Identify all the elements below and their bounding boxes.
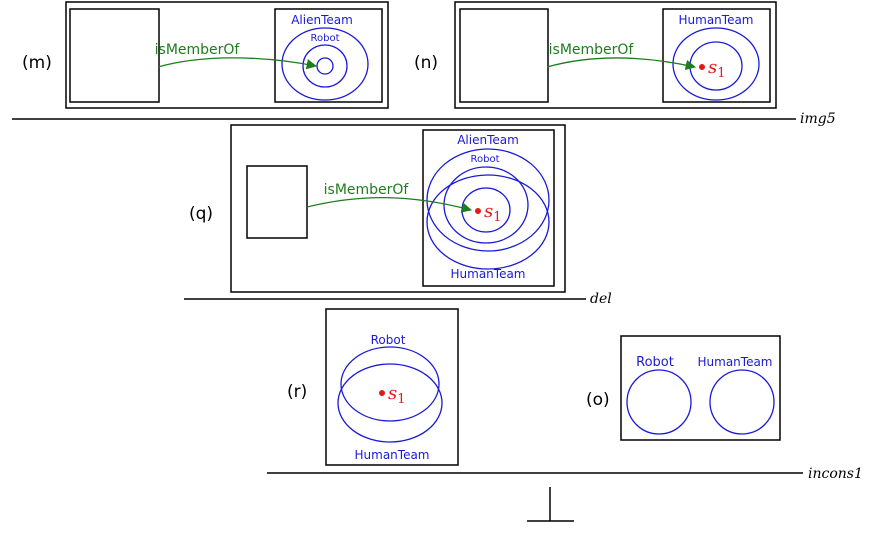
panel-n-outer-box — [454, 1, 777, 109]
panel-m-relation-label: isMemberOf — [155, 42, 241, 58]
panel-r-individual-label: s1 — [388, 383, 406, 407]
panel-n-set-label: HumanTeam — [679, 13, 754, 27]
panel-n-set-outer-circle — [672, 27, 760, 101]
panel-q-relation-arrow — [306, 196, 473, 213]
panel-q-top-set-label: AlienTeam — [457, 133, 519, 147]
panel-q-inner-set-label: Robot — [470, 154, 499, 165]
panel-q-tag: (q) — [189, 204, 213, 224]
panel-q-bottom-set-label: HumanTeam — [451, 267, 526, 281]
panel-q-top-set-circle — [426, 148, 550, 252]
level-label-img5: img5 — [800, 111, 836, 127]
panel-m-inner-set-circle — [302, 44, 348, 88]
level-label-del: del — [590, 291, 612, 307]
panel-r-set-a-label: Robot — [371, 333, 406, 347]
panel-r-set-a-circle — [340, 346, 440, 422]
panel-o-set-a-circle — [626, 369, 692, 435]
panel-n-range-box — [662, 8, 771, 103]
panel-o-tag: (o) — [586, 390, 610, 410]
panel-m-range-box — [274, 8, 383, 103]
panel-q-outer-box — [230, 124, 566, 293]
panel-n-tag: (n) — [414, 53, 438, 73]
panel-o-set-a-label: Robot — [636, 355, 674, 370]
panel-r-tag: (r) — [287, 382, 307, 402]
panel-m-tag: (m) — [22, 53, 52, 73]
panel-m: (m) AlienTeam Robot isMemberOf — [22, 1, 389, 109]
panel-m-domain-box — [69, 8, 160, 103]
panel-n-individual-dot — [699, 64, 705, 70]
panel-m-outer-set-label: AlienTeam — [291, 13, 353, 27]
panel-q-individual-dot — [475, 208, 481, 214]
panel-q-domain-box — [246, 165, 308, 239]
level-label-incons1: incons1 — [808, 466, 863, 482]
panel-n-relation-arrow — [546, 57, 697, 71]
panel-n-relation-label: isMemberOf — [549, 42, 635, 58]
panel-r-set-b-circle — [337, 363, 443, 443]
panel-m-inner-set-label: Robot — [310, 33, 339, 44]
panel-o: (o) Robot HumanTeam — [586, 335, 781, 441]
panel-r: (r) Robot HumanTeam s1 — [287, 308, 459, 466]
panel-m-outer-box — [65, 1, 389, 109]
panel-q-bottom-set-circle — [426, 174, 550, 270]
panel-o-set-b-label: HumanTeam — [698, 355, 773, 369]
panel-q-range-box — [422, 129, 555, 287]
panel-q: (q) AlienTeam Robot HumanTeam s1 isMembe… — [189, 124, 566, 293]
panel-o-set-b-circle — [709, 369, 775, 435]
panel-q-inner-set-outer-circle — [443, 166, 529, 244]
panel-q-individual-label: s1 — [484, 201, 502, 225]
panel-m-relation-arrow — [157, 57, 318, 70]
panel-r-box — [325, 308, 459, 466]
panel-o-box — [620, 335, 781, 441]
panel-n-domain-box — [459, 8, 549, 103]
bottom-symbol — [527, 487, 574, 522]
panel-r-individual-dot — [379, 390, 385, 396]
panel-m-innermost-circle — [316, 57, 334, 75]
panel-m-outer-set-circle — [281, 27, 369, 101]
panel-n: (n) HumanTeam s1 isMemberOf — [414, 1, 777, 109]
panel-n-individual-label: s1 — [708, 57, 726, 81]
panel-r-set-b-label: HumanTeam — [355, 448, 430, 462]
panel-q-relation-label: isMemberOf — [324, 182, 410, 198]
